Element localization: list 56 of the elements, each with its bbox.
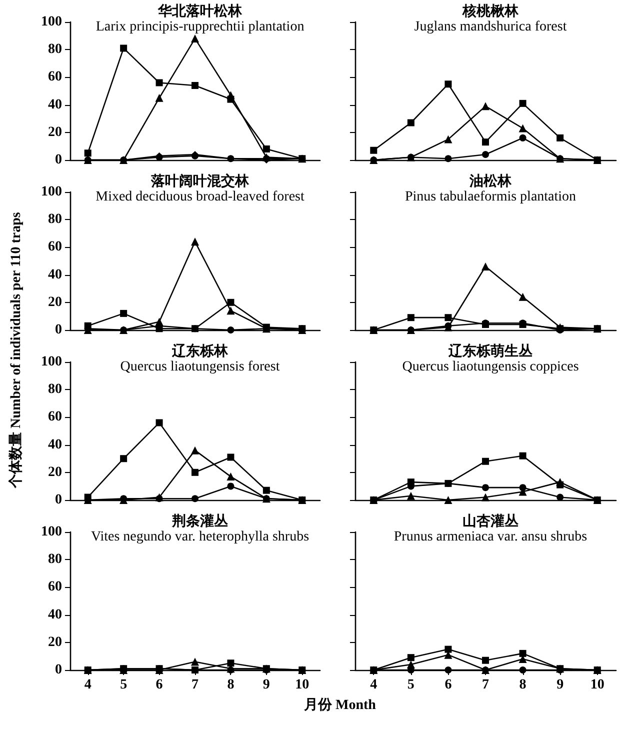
y-tick-label: 80 [48, 212, 62, 228]
y-tick-label: 60 [48, 410, 62, 425]
chart-title: 辽东栎林 [171, 342, 229, 360]
x-tick-label: 10 [590, 678, 604, 692]
x-tick-label: 9 [262, 678, 270, 692]
y-tick-label: 20 [48, 634, 62, 650]
y-tick-label: 0 [55, 152, 62, 168]
chart-subtitle: Quercus liaotungensis coppices [402, 360, 579, 374]
chart-title: 油松林 [468, 174, 512, 190]
y-tick-label: 100 [41, 354, 62, 370]
chart-title: 华北落叶松林 [157, 4, 243, 20]
y-tick-label: 80 [48, 42, 62, 58]
x-tick-label: 7 [482, 678, 489, 692]
y-tick-label: 40 [48, 437, 62, 452]
y-tick-label: 40 [48, 267, 62, 282]
y-tick-label: 0 [55, 492, 62, 508]
chart-subtitle: Prunus armeniaca var. ansu shrubs [394, 530, 588, 544]
x-tick-label: 5 [120, 678, 128, 692]
y-tick-label: 40 [48, 607, 62, 622]
chart-subtitle: Quercus liaotungensis forest [120, 360, 280, 374]
x-axis-title: 月份 Month [304, 696, 376, 714]
chart-subtitle: Pinus tabulaeformis plantation [404, 190, 576, 204]
y-tick-label: 0 [55, 662, 62, 678]
y-tick-label: 40 [48, 97, 62, 112]
chart-subtitle: Vites negundo var. heterophylla shrubs [90, 530, 310, 544]
chart-title: 荆条灌丛 [171, 514, 229, 530]
x-tick-label: 6 [444, 678, 452, 692]
x-tick-label: 6 [156, 678, 163, 692]
chart-title: 辽东栎萌生丛 [448, 342, 534, 360]
chart-subtitle: Larix principis-rupprechtii plantation [96, 20, 304, 34]
chart-title: 山杏灌丛 [462, 514, 520, 530]
y-tick-label: 80 [48, 552, 62, 568]
chart-subtitle: Juglans mandshurica forest [414, 20, 567, 34]
y-tick-label: 80 [48, 382, 62, 398]
y-tick-label: 100 [41, 14, 62, 30]
y-tick-label: 100 [41, 524, 62, 540]
y-tick-label: 100 [41, 184, 62, 200]
x-tick-label: 4 [370, 678, 378, 692]
chart-title: 核桃楸林 [462, 4, 520, 20]
x-tick-label: 9 [556, 678, 564, 692]
y-tick-label: 20 [48, 294, 62, 310]
y-axis-title: 个体数量 Number of individuals per 110 traps [7, 212, 25, 488]
y-tick-label: 0 [55, 322, 62, 338]
x-tick-label: 10 [295, 678, 310, 692]
x-tick-label: 5 [407, 678, 414, 692]
chart-subtitle: Mixed deciduous broad-leaved forest [96, 190, 304, 204]
y-tick-label: 20 [48, 464, 62, 480]
x-tick-label: 8 [519, 678, 526, 692]
chart-title: 落叶阔叶混交林 [150, 172, 250, 190]
y-tick-label: 20 [48, 124, 62, 140]
x-tick-label: 7 [192, 678, 198, 692]
x-tick-label: 4 [84, 678, 92, 692]
x-tick-label: 8 [227, 678, 234, 692]
y-tick-label: 60 [48, 580, 62, 595]
y-tick-label: 60 [48, 240, 62, 255]
y-tick-label: 60 [48, 70, 62, 85]
